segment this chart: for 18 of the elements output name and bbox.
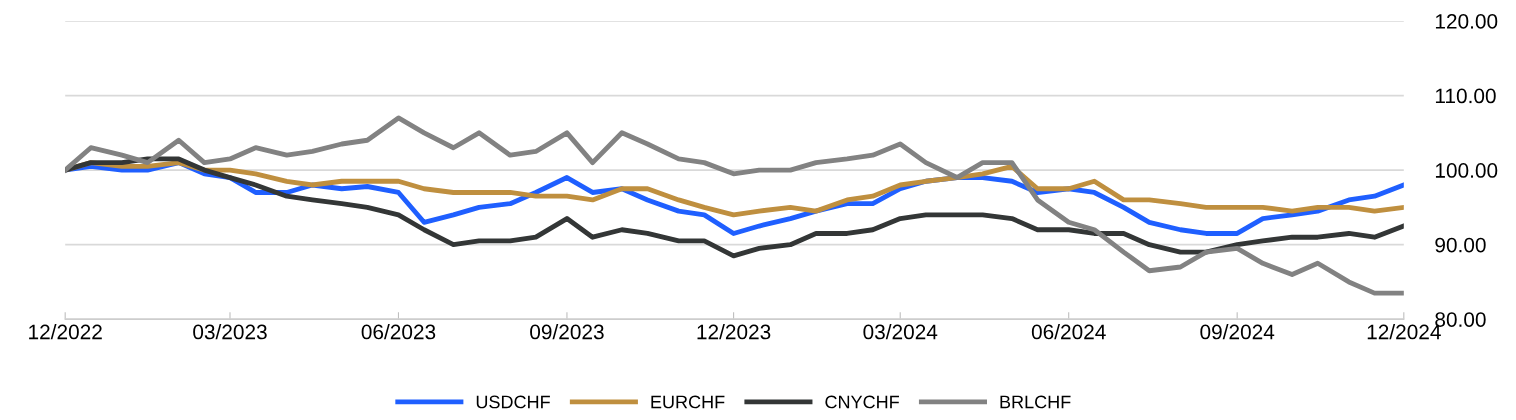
legend-label: BRLCHF <box>1000 395 1071 409</box>
line-series <box>65 156 1404 259</box>
x-tick-label: 06/2024 <box>1031 324 1106 340</box>
legend-label: EURCHF <box>651 395 725 409</box>
y-tick-label: 100.00 <box>1435 163 1498 178</box>
x-tick-label: 12/2022 <box>29 324 102 340</box>
x-tick-label: 12/2023 <box>697 324 771 340</box>
legend-label: USDCHF <box>476 395 550 409</box>
y-tick-label: 120.00 <box>1435 14 1498 29</box>
line-series <box>65 115 1404 296</box>
y-tick-label: 110.00 <box>1435 88 1496 104</box>
x-tick-label: 09/2024 <box>1200 324 1275 340</box>
x-tick-label: 06/2023 <box>361 324 436 340</box>
x-tick-label: 03/2024 <box>863 324 938 340</box>
x-tick-label: 09/2023 <box>530 324 604 340</box>
legend-label: CNYCHF <box>825 395 899 409</box>
x-tick-label: 03/2023 <box>193 324 267 340</box>
y-tick-label: 90.00 <box>1435 237 1486 253</box>
